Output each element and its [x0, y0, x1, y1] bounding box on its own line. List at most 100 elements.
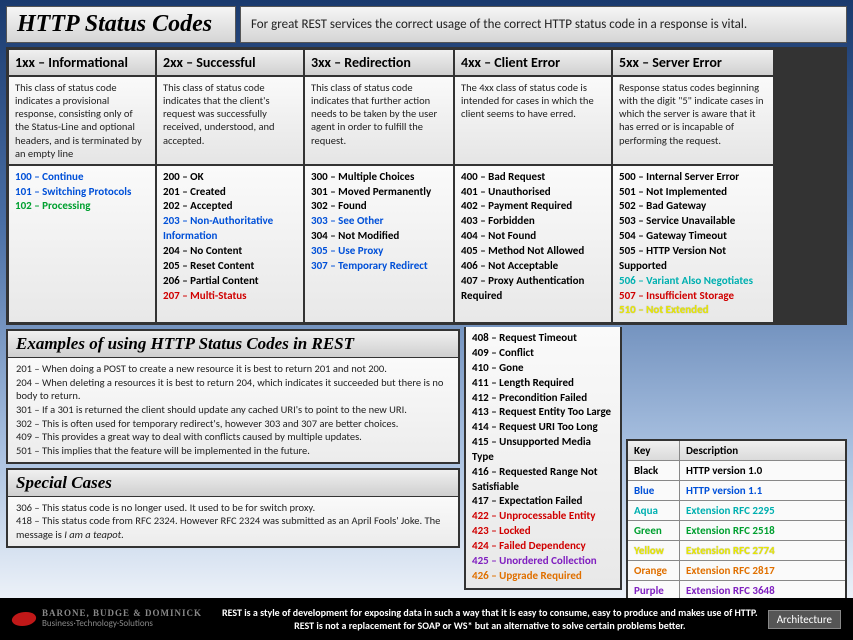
codes-4xx-overflow: 408 – Request Timeout409 – Conflict410 –… [464, 327, 622, 589]
special-line: 306 – This status code is no longer used… [16, 501, 450, 515]
status-code: 425 – Unordered Collection [472, 554, 614, 569]
status-code: 305 – Use Proxy [311, 244, 447, 259]
column-desc: This class of status code indicates a pr… [8, 76, 156, 165]
status-code: 405 – Method Not Allowed [461, 244, 605, 259]
example-line: 201 – When doing a POST to create a new … [16, 362, 450, 376]
examples-title: Examples of using HTTP Status Codes in R… [8, 331, 458, 358]
status-code: 406 – Not Acceptable [461, 259, 605, 274]
column-codes: 500 – Internal Server Error501 – Not Imp… [612, 165, 774, 323]
column-desc: This class of status code indicates that… [156, 76, 304, 165]
status-code: 206 – Partial Content [163, 274, 297, 289]
key-header-row: KeyDescription [628, 441, 845, 461]
key-row: BlackHTTP version 1.0 [628, 461, 845, 481]
status-code: 102 – Processing [15, 199, 149, 214]
column-desc: This class of status code indicates that… [304, 76, 454, 165]
status-code: 200 – OK [163, 170, 297, 185]
key-row: GreenExtension RFC 2518 [628, 521, 845, 541]
status-code: 500 – Internal Server Error [619, 170, 767, 185]
status-code: 413 – Request Entity Too Large [472, 405, 614, 420]
column-header: 3xx – Redirection [304, 49, 454, 76]
status-code: 504 – Gateway Timeout [619, 229, 767, 244]
key-desc: Extension RFC 2774 [680, 541, 845, 560]
example-line: 301 – If a 301 is returned the client sh… [16, 403, 450, 417]
key-row: OrangeExtension RFC 2817 [628, 561, 845, 581]
footer-text: REST is a style of development for expos… [212, 606, 768, 632]
key-name: Yellow [628, 541, 680, 560]
column-header: 1xx – Informational [8, 49, 156, 76]
logo-text: BARONE, BUDGE & DOMINICK Business·Techno… [42, 609, 202, 629]
key-name: Blue [628, 481, 680, 500]
status-code: 415 – Unsupported Media Type [472, 435, 614, 465]
status-code: 304 – Not Modified [311, 229, 447, 244]
status-code: 302 – Found [311, 199, 447, 214]
status-code: 100 – Continue [15, 170, 149, 185]
status-code: 414 – Request URI Too Long [472, 420, 614, 435]
examples-body: 201 – When doing a POST to create a new … [8, 358, 458, 461]
key-desc: Extension RFC 2295 [680, 501, 845, 520]
key-name: Aqua [628, 501, 680, 520]
key-table: KeyDescriptionBlackHTTP version 1.0BlueH… [626, 439, 847, 622]
status-code-grid: 1xx – Informational2xx – Successful3xx –… [6, 47, 847, 325]
key-name: Orange [628, 561, 680, 580]
status-code: 416 – Requested Range Not Satisfiable [472, 465, 614, 495]
example-line: 409 – This provides a great way to deal … [16, 430, 450, 444]
key-desc: Extension RFC 2817 [680, 561, 845, 580]
status-code: 407 – Proxy Authentication Required [461, 274, 605, 304]
status-code: 408 – Request Timeout [472, 331, 614, 346]
special-line: 418 – This status code from RFC 2324. Ho… [16, 514, 450, 541]
status-code: 424 – Failed Dependency [472, 539, 614, 554]
column-header: 2xx – Successful [156, 49, 304, 76]
example-line: 302 – This is often used for temporary r… [16, 417, 450, 431]
status-code: 404 – Not Found [461, 229, 605, 244]
status-code: 201 – Created [163, 185, 297, 200]
status-code: 423 – Locked [472, 524, 614, 539]
example-line: 501 – This implies that the feature will… [16, 444, 450, 458]
status-code: 205 – Reset Content [163, 259, 297, 274]
status-code: 507 – Insufficient Storage [619, 289, 767, 304]
status-code: 202 – Accepted [163, 199, 297, 214]
footer-badge: Architecture [768, 610, 841, 629]
status-code: 422 – Unprocessable Entity [472, 509, 614, 524]
column-desc: The 4xx class of status code is intended… [454, 76, 612, 165]
status-code: 401 – Unauthorised [461, 185, 605, 200]
status-code: 510 – Not Extended [619, 303, 767, 318]
column-desc: Response status codes beginning with the… [612, 76, 774, 165]
status-code: 411 – Length Required [472, 376, 614, 391]
status-code: 300 – Multiple Choices [311, 170, 447, 185]
key-row: AquaExtension RFC 2295 [628, 501, 845, 521]
status-code: 301 – Moved Permanently [311, 185, 447, 200]
status-code: 204 – No Content [163, 244, 297, 259]
status-code: 410 – Gone [472, 361, 614, 376]
special-title: Special Cases [8, 470, 458, 497]
key-desc: HTTP version 1.1 [680, 481, 845, 500]
status-code: 403 – Forbidden [461, 214, 605, 229]
logo-icon [10, 612, 38, 626]
status-code: 417 – Expectation Failed [472, 494, 614, 509]
key-desc: HTTP version 1.0 [680, 461, 845, 480]
key-row: BlueHTTP version 1.1 [628, 481, 845, 501]
key-header: Key [628, 441, 680, 460]
status-code: 207 – Multi-Status [163, 289, 297, 304]
status-code: 101 – Switching Protocols [15, 185, 149, 200]
special-body: 306 – This status code is no longer used… [8, 497, 458, 546]
footer: BARONE, BUDGE & DOMINICK Business·Techno… [0, 598, 853, 640]
column-header: 4xx – Client Error [454, 49, 612, 76]
status-code: 506 – Variant Also Negotiates [619, 274, 767, 289]
key-row: YellowExtension RFC 2774 [628, 541, 845, 561]
examples-section: Examples of using HTTP Status Codes in R… [6, 329, 460, 463]
page-subtitle: For great REST services the correct usag… [240, 6, 847, 43]
special-section: Special Cases 306 – This status code is … [6, 468, 460, 548]
key-desc: Extension RFC 2518 [680, 521, 845, 540]
key-name: Black [628, 461, 680, 480]
status-code: 203 – Non-Authoritative Information [163, 214, 297, 244]
status-code: 402 – Payment Required [461, 199, 605, 214]
status-code: 412 – Precondition Failed [472, 391, 614, 406]
footer-logo: BARONE, BUDGE & DOMINICK Business·Techno… [12, 609, 212, 629]
key-name: Green [628, 521, 680, 540]
status-code: 501 – Not Implemented [619, 185, 767, 200]
column-header: 5xx – Server Error [612, 49, 774, 76]
column-codes: 400 – Bad Request401 – Unauthorised402 –… [454, 165, 612, 323]
status-code: 426 – Upgrade Required [472, 569, 614, 584]
status-code: 303 – See Other [311, 214, 447, 229]
column-codes: 100 – Continue101 – Switching Protocols1… [8, 165, 156, 323]
